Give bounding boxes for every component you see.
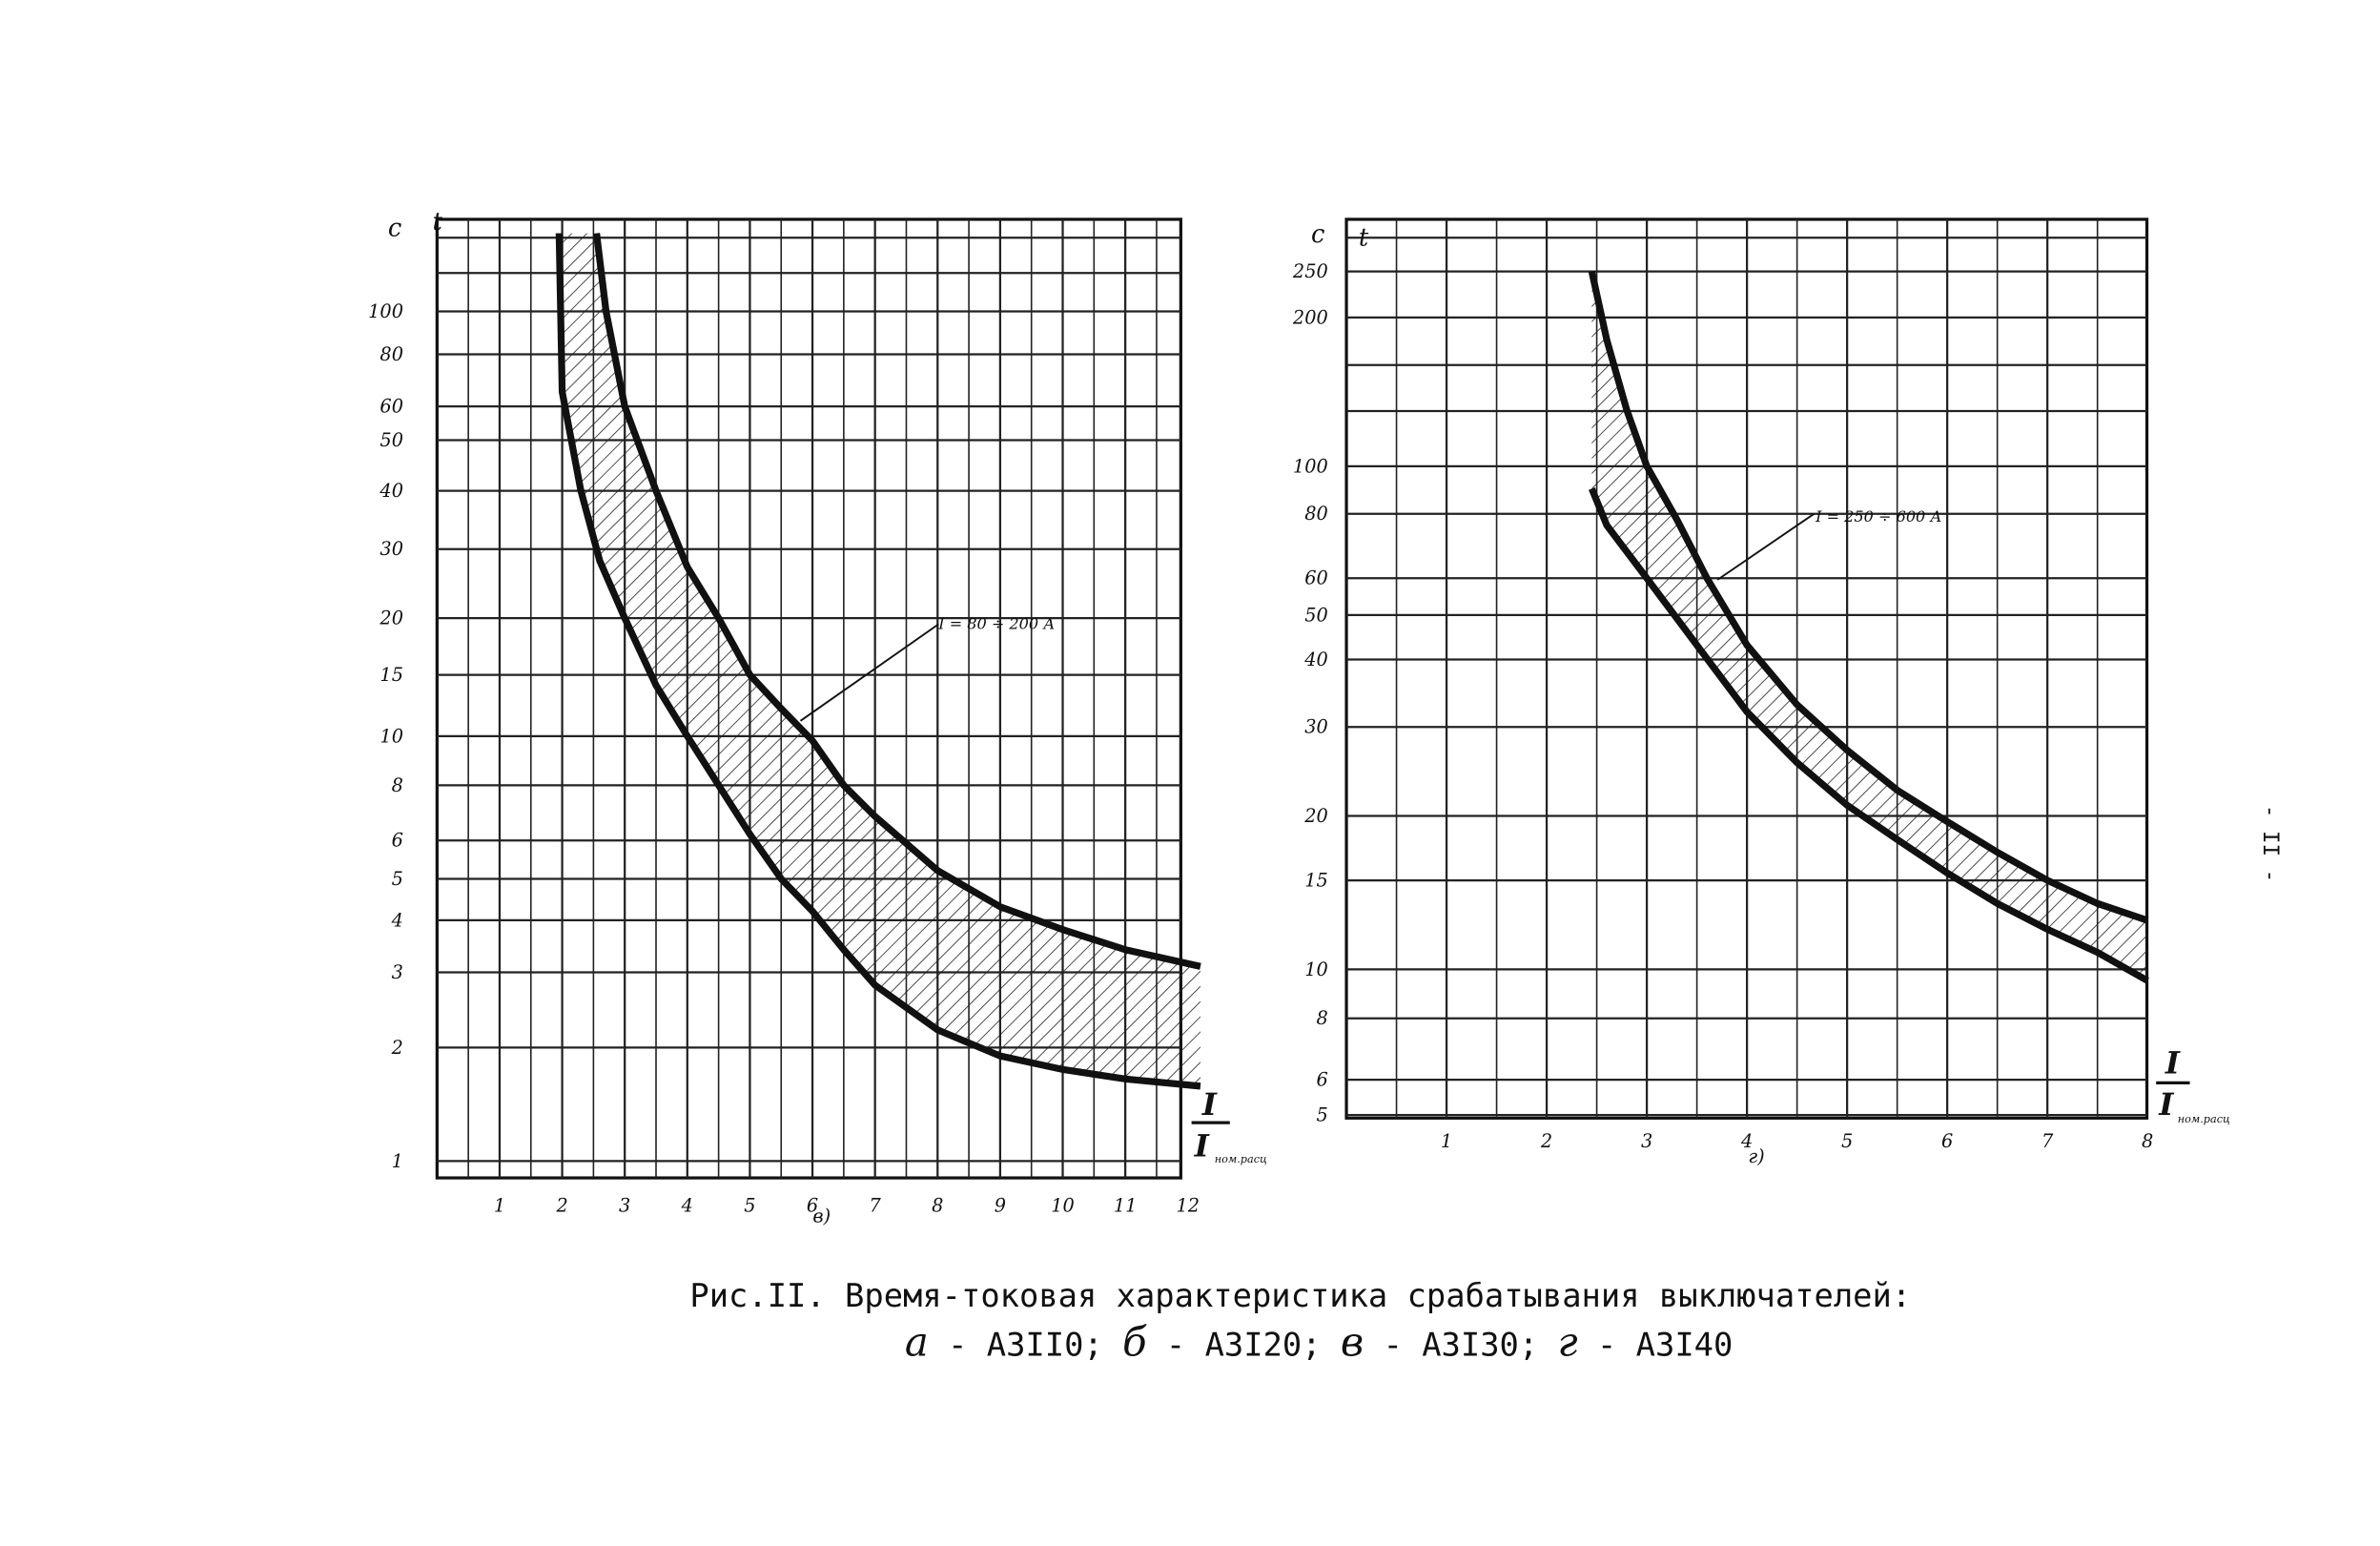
chart-left-y-tick-label: 40 — [379, 480, 403, 502]
chart-right-y-tick-label: 200 — [1292, 306, 1328, 328]
chart-left-x-tick-label: 5 — [744, 1194, 755, 1216]
chart-right-x-label-subscript: ном.расц — [2178, 1113, 2230, 1125]
chart-right-y-unit: с — [1311, 220, 1324, 249]
chart-right-x-tick-label: 7 — [2041, 1130, 2054, 1152]
chart-left-x-tick-label: 4 — [681, 1194, 693, 1216]
chart-left-y-tick-label: 4 — [391, 909, 403, 931]
chart-right-x-tick-label: 4 — [1740, 1130, 1753, 1152]
figure-caption-line2: а - А3II0; б - А3I20; в - А3I30; г - А3I… — [905, 1319, 1733, 1366]
chart-right-x-tick-label: 3 — [1641, 1130, 1652, 1152]
chart-right-hatched-band — [1591, 271, 2148, 981]
caption-item-a: - А3II0; — [929, 1327, 1122, 1364]
chart-right-x-tick-label: 8 — [2142, 1130, 2153, 1152]
caption-letter-v: в — [1341, 1319, 1364, 1366]
chart-right-y-tick-label: 100 — [1293, 455, 1328, 477]
chart-right-x-tick-label: 6 — [1941, 1130, 1953, 1152]
chart-left-hatched-band — [559, 233, 1200, 1086]
chart-right-x-label-numerator: I — [2165, 1045, 2181, 1082]
chart-left-y-tick-label: 15 — [380, 664, 403, 686]
chart-right-y-ticks: 5 6 8 10 15 20 30 40 50 60 80 100 200 250 — [1292, 260, 1328, 1125]
chart-right-x-label-denominator: I — [2158, 1086, 2174, 1123]
chart-left-y-tick-label: 30 — [380, 538, 403, 560]
chart-right-y-tick-label: 80 — [1304, 503, 1328, 525]
chart-right-x-tick-label: 5 — [1841, 1130, 1853, 1152]
chart-right-y-tick-label: 60 — [1304, 567, 1328, 589]
chart-right-x-label: I I ном.расц — [2156, 1045, 2230, 1125]
chart-left-y-tick-label: 20 — [379, 608, 403, 629]
chart-right-grid — [1344, 217, 2149, 1120]
chart-left-y-tick-label: 50 — [380, 429, 403, 451]
chart-left-x-label: I I ном.расц — [1191, 1086, 1267, 1165]
chart-left-y-tick-label: 2 — [391, 1037, 403, 1059]
chart-right-y-label: t — [1359, 223, 1369, 252]
chart-right-y-tick-label: 10 — [1304, 959, 1328, 980]
chart-left-x-tick-label: 6 — [807, 1194, 818, 1216]
chart-left-x-tick-label: 2 — [555, 1194, 567, 1216]
chart-left-y-tick-label: 6 — [392, 830, 403, 852]
chart-right-x-ticks: 1 2 3 4 5 6 7 8 — [1441, 1130, 2153, 1152]
chart-right-y-tick-label: 30 — [1304, 716, 1328, 738]
chart-left-y-tick-label: 60 — [380, 396, 403, 418]
chart-right-annotation-leader — [1716, 512, 1816, 581]
page-number: - II - — [2258, 805, 2283, 882]
chart-left-x-tick-label: 12 — [1176, 1194, 1200, 1216]
caption-letter-b: б — [1122, 1319, 1147, 1366]
chart-right-lower-curve — [1589, 486, 2149, 984]
chart-right-panel-label: г) — [1748, 1145, 1764, 1167]
caption-letter-a: а — [905, 1319, 929, 1366]
caption-item-g: - А3I40 — [1578, 1327, 1734, 1364]
chart-right-y-tick-label: 5 — [1316, 1104, 1327, 1126]
chart-left-x-tick-label: 9 — [995, 1194, 1006, 1216]
chart-left-panel-label: в) — [812, 1206, 831, 1227]
chart-left-x-tick-label: 10 — [1051, 1194, 1075, 1216]
chart-left-y-tick-label: 80 — [380, 343, 403, 365]
chart-left-x-tick-label: 7 — [870, 1194, 882, 1216]
chart-right-y-tick-label: 8 — [1316, 1007, 1327, 1029]
caption-letter-g: г — [1558, 1319, 1578, 1366]
chart-right-x-tick-label: 1 — [1441, 1130, 1452, 1152]
chart-left-y-tick-label: 8 — [392, 774, 403, 796]
chart-right-y-tick-label: 20 — [1303, 805, 1328, 827]
chart-left-annotation-leader — [799, 623, 939, 722]
chart-left-frame — [435, 217, 1182, 1180]
chart-left-x-tick-label: 11 — [1114, 1194, 1138, 1216]
chart-left-grid — [435, 217, 1182, 1180]
caption-item-b: - А3I20; — [1147, 1327, 1341, 1364]
chart-right-y-tick-label: 15 — [1304, 870, 1328, 892]
chart-right-upper-curve — [1588, 270, 2149, 924]
chart-right-band-annotation: I = 250 ÷ 600 А — [1815, 507, 1941, 526]
chart-left-x-label-denominator: I — [1194, 1128, 1210, 1165]
chart-left-y-label: t — [433, 208, 443, 237]
chart-left-x-label-numerator: I — [1201, 1086, 1218, 1123]
chart-left-y-tick-label: 100 — [368, 300, 403, 322]
chart-left-lower-curve — [555, 233, 1201, 1090]
chart-right-y-tick-label: 50 — [1304, 604, 1328, 626]
chart-left-y-tick-label: 1 — [392, 1150, 403, 1172]
chart-left: 1 2 3 4 5 6 7 8 9 10 11 12 123456810152030405060801… — [368, 208, 1267, 1226]
chart-left-x-tick-label: 8 — [932, 1194, 943, 1216]
chart-left-band-annotation: I = 80 ÷ 200 А — [937, 614, 1055, 632]
chart-left-y-tick-label: 3 — [392, 961, 403, 983]
chart-left-y-tick-label: 5 — [392, 868, 403, 890]
chart-left-x-label-subscript: ном.расц — [1215, 1153, 1267, 1165]
chart-left-y-tick-label: 10 — [380, 725, 403, 747]
chart-left-y-unit: с — [388, 215, 401, 243]
chart-left-x-ticks: 1 2 3 4 5 6 7 8 9 10 11 12 — [494, 1194, 1200, 1216]
chart-right-x-tick-label: 2 — [1540, 1130, 1552, 1152]
chart-left-x-tick-label: 3 — [619, 1194, 630, 1216]
chart-right-y-tick-label: 6 — [1316, 1069, 1327, 1091]
chart-left-y-ticks: 1 2 3 4 5 6 8 10 15 20 30 40 50 60 80 100 — [368, 300, 403, 1172]
figure-caption-line1: Рис.II. Время-токовая характеристика сра… — [689, 1277, 1911, 1314]
caption-item-v: - А3I30; — [1364, 1327, 1557, 1364]
chart-left-x-tick-label: 1 — [494, 1194, 505, 1216]
chart-right-y-tick-label: 40 — [1303, 649, 1328, 670]
chart-left-upper-curve — [593, 233, 1201, 970]
chart-right-y-tick-label: 250 — [1292, 260, 1328, 282]
